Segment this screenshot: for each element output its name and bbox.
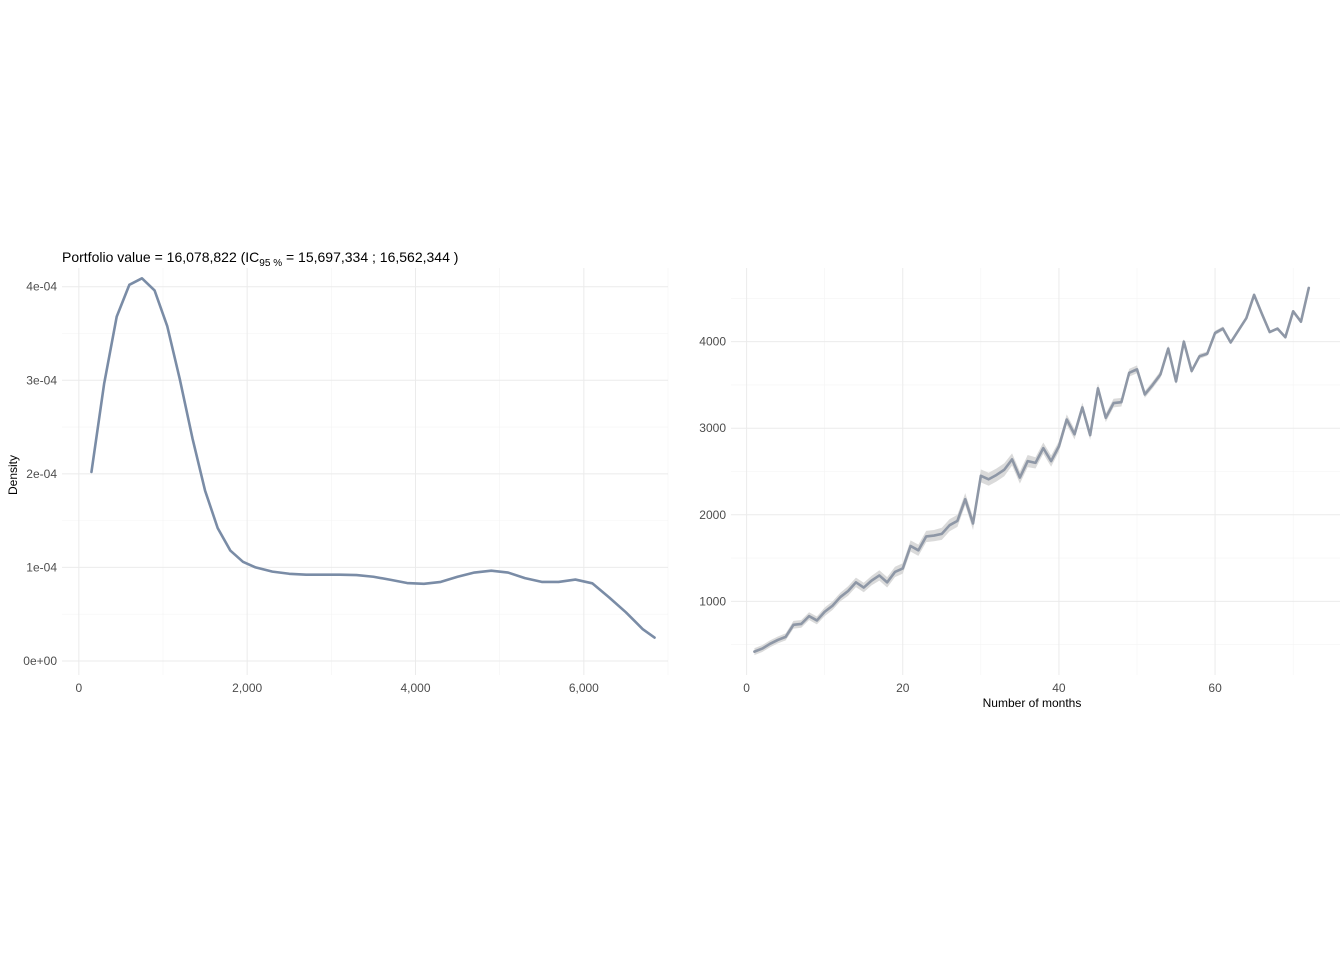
density-tick-labels: 0 2,000 4,000 6,000 0e+00 1e-04 2e-04 3e-04 4e-0…: [23, 280, 599, 695]
confidence-band-area: [754, 286, 1309, 656]
series-line: [753, 286, 1311, 653]
series-line: [90, 276, 656, 639]
monthly-confidence-band: [754, 286, 1309, 656]
density-y-axis-title: Density: [6, 455, 20, 495]
title-rest: = 15,697,334 ; 16,562,344 ): [282, 249, 458, 265]
x-tick-label: 20: [896, 681, 910, 695]
x-tick-label: 60: [1208, 681, 1222, 695]
y-tick-label: 1e-04: [26, 560, 57, 574]
y-tick-label: 2000: [699, 508, 726, 522]
y-tick-label: 3e-04: [26, 373, 57, 387]
y-tick-label: 2e-04: [26, 467, 57, 481]
x-tick-label: 0: [743, 681, 750, 695]
monthly-tick-labels: 0 20 40 60 1000 2000 3000 4000: [699, 335, 1222, 695]
y-tick-label: 1000: [699, 594, 726, 608]
density-grid: [62, 268, 669, 675]
density-series: [90, 276, 656, 639]
x-tick-label: 4,000: [400, 681, 430, 695]
density-panel: Portfolio value = 16,078,822 (IC95 % = 1…: [6, 249, 669, 695]
monthly-series: [753, 286, 1311, 653]
title-main: Portfolio value = 16,078,822 (IC: [62, 249, 259, 265]
monthly-panel: Number of months 0 20 40 60 1000 2000 3000 4000: [699, 268, 1340, 710]
x-tick-label: 2,000: [232, 681, 262, 695]
monthly-x-axis-title: Number of months: [983, 696, 1082, 710]
x-tick-label: 0: [75, 681, 82, 695]
y-tick-label: 4000: [699, 335, 726, 349]
y-tick-label: 0e+00: [23, 654, 57, 668]
x-tick-label: 40: [1052, 681, 1066, 695]
y-tick-label: 4e-04: [26, 280, 57, 294]
title-subscript: 95 %: [259, 258, 282, 269]
x-tick-label: 6,000: [569, 681, 599, 695]
density-plot-title: Portfolio value = 16,078,822 (IC95 % = 1…: [62, 249, 458, 269]
y-tick-label: 3000: [699, 421, 726, 435]
